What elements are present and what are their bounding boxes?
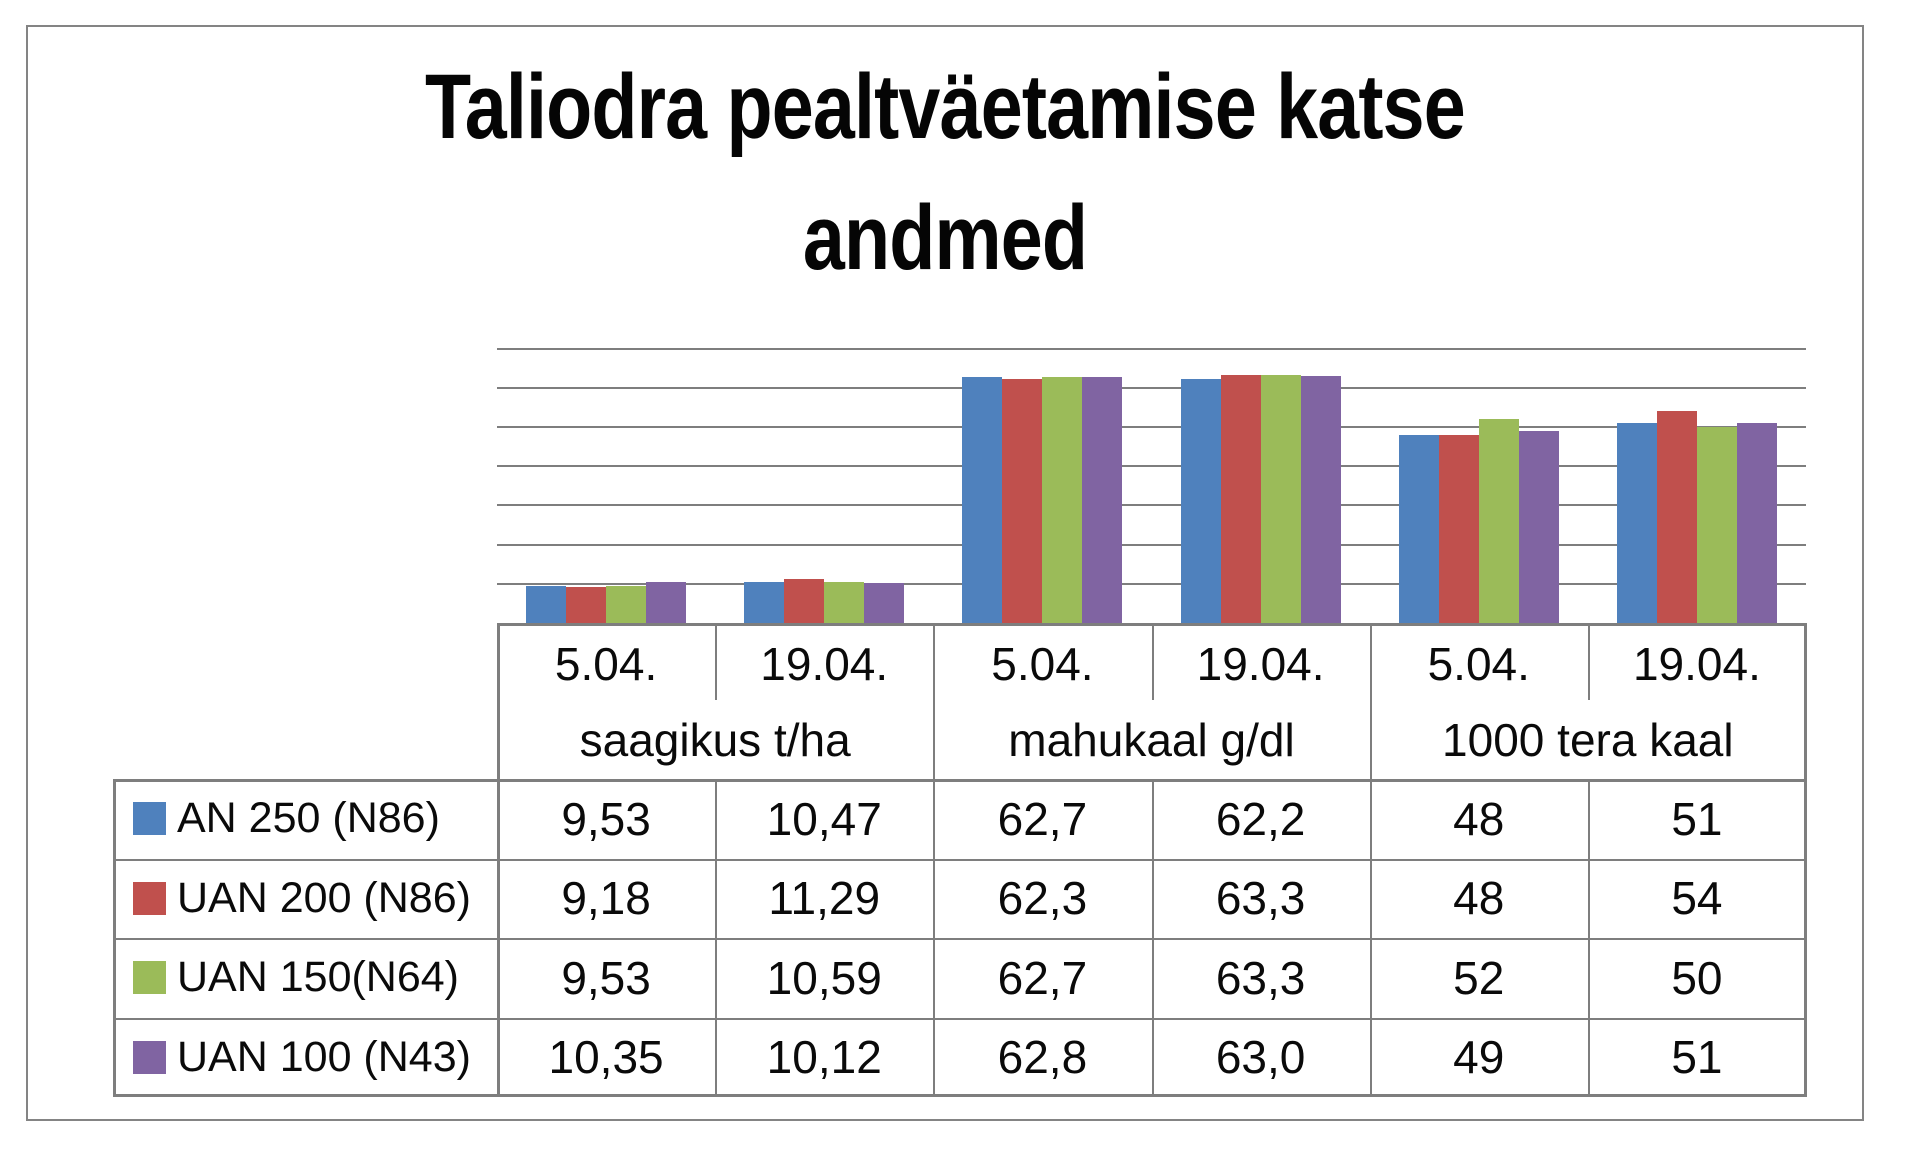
- table-value-cell: 63,3: [1215, 872, 1306, 925]
- bar: [1616, 423, 1657, 623]
- chart-title: Taliodra pealtväetamise katse andmed: [191, 42, 1698, 304]
- gridline: [497, 426, 1806, 428]
- bar: [1300, 376, 1341, 623]
- table-header-date: 19.04.: [1196, 637, 1325, 690]
- bar: [1260, 374, 1301, 623]
- table-border: [113, 1094, 1806, 1097]
- table-border: [497, 623, 500, 1097]
- bar: [1220, 374, 1261, 623]
- table-border: [715, 623, 718, 700]
- table-border: [113, 779, 116, 1097]
- table-header-date: 5.04.: [554, 637, 658, 690]
- table-value-cell: 10,35: [548, 1031, 664, 1084]
- series-name: UAN 100 (N43): [177, 1032, 471, 1081]
- legend-label-cell: UAN 200 (N86): [116, 859, 497, 939]
- table-header-date: 19.04.: [1632, 637, 1761, 690]
- bar: [784, 578, 825, 623]
- table-value-cell: 50: [1671, 951, 1723, 1004]
- table-border: [1369, 623, 1372, 1097]
- bar: [962, 377, 1003, 623]
- legend-key-icon: [133, 881, 166, 915]
- table-value-cell: 54: [1671, 872, 1723, 925]
- table-value-cell: 51: [1671, 1031, 1723, 1084]
- gridline: [497, 386, 1806, 389]
- bar: [1696, 427, 1737, 623]
- table-value-cell: 10,12: [766, 1031, 882, 1084]
- legend-label-cell: UAN 150(N64): [116, 938, 497, 1018]
- series-name: AN 250 (N86): [177, 794, 440, 843]
- table-border: [113, 779, 1806, 782]
- table-border: [113, 938, 1806, 940]
- bar: [824, 581, 865, 623]
- table-border: [113, 1018, 1806, 1020]
- table-value-cell: 63,0: [1215, 1031, 1306, 1084]
- table-header-category: saagikus t/ha: [579, 713, 851, 766]
- bar: [646, 582, 686, 623]
- legend-label-cell: UAN 100 (N43): [116, 1018, 497, 1098]
- table-value-cell: 48: [1453, 792, 1505, 845]
- bar: [1180, 379, 1221, 623]
- table-border: [933, 623, 936, 1097]
- bar: [1656, 411, 1697, 623]
- table-value-cell: 51: [1671, 792, 1723, 845]
- table-value-cell: 63,3: [1215, 951, 1306, 1004]
- table-header-date: 5.04.: [1427, 637, 1530, 690]
- bar: [1082, 376, 1123, 623]
- bar: [566, 587, 606, 623]
- table-value-cell: 62,3: [997, 872, 1088, 925]
- table-value-cell: 9,53: [561, 951, 651, 1004]
- bar: [1478, 419, 1519, 623]
- table-border: [113, 859, 1806, 861]
- table-border: [1587, 623, 1590, 700]
- bar: [606, 585, 646, 623]
- table-value-cell: 49: [1453, 1031, 1505, 1084]
- table-value-cell: 9,53: [561, 792, 651, 845]
- table-header-category: 1000 tera kaal: [1442, 713, 1734, 766]
- legend-key-icon: [133, 802, 166, 836]
- series-name: UAN 150(N64): [177, 953, 459, 1002]
- bar: [1002, 378, 1043, 623]
- gridline: [497, 504, 1806, 507]
- table-value-cell: 62,2: [1215, 792, 1306, 845]
- gridline: [497, 347, 1806, 350]
- table-value-cell: 11,29: [768, 872, 881, 925]
- legend-key-icon: [133, 961, 166, 995]
- bar: [1518, 430, 1559, 623]
- bar: [1042, 377, 1083, 623]
- table-header-category: mahukaal g/dl: [1008, 713, 1295, 766]
- bar: [1398, 434, 1439, 623]
- data-table: 5.04. 19.04. 5.04. 19.04. 5.04. 19.04. saagiku…: [113, 623, 1808, 1101]
- plot-area: [497, 333, 1806, 623]
- table-header-date: 19.04.: [760, 637, 889, 690]
- table-value-cell: 62,7: [997, 792, 1088, 845]
- table-value-cell: 62,7: [997, 951, 1088, 1004]
- table-value-cell: 10,47: [766, 792, 882, 845]
- bar: [864, 583, 905, 623]
- table-value-cell: 9,18: [561, 872, 651, 925]
- table-value-cell: 62,8: [997, 1031, 1088, 1084]
- table-border: [1151, 623, 1154, 700]
- bar: [526, 585, 566, 623]
- table-border: [1804, 623, 1807, 1097]
- legend-label-cell: AN 250 (N86): [116, 779, 497, 859]
- chart-title-line1: Taliodra pealtväetamise katse: [425, 56, 1466, 158]
- chart-title-line2: andmed: [802, 187, 1088, 289]
- bar: [1736, 423, 1777, 623]
- gridline: [497, 465, 1806, 468]
- table-border: [1587, 779, 1590, 1097]
- gridline: [497, 543, 1806, 546]
- series-name: UAN 200 (N86): [177, 873, 471, 922]
- table-border: [715, 779, 718, 1097]
- table-value-cell: 10,59: [766, 951, 882, 1004]
- table-value-cell: 48: [1453, 872, 1505, 925]
- bar: [744, 582, 785, 623]
- gridline: [497, 582, 1806, 585]
- table-header-date: 5.04.: [991, 637, 1094, 690]
- bar: [1438, 434, 1479, 623]
- legend-key-icon: [133, 1040, 166, 1074]
- table-value-cell: 52: [1453, 951, 1505, 1004]
- table-border: [1151, 779, 1154, 1097]
